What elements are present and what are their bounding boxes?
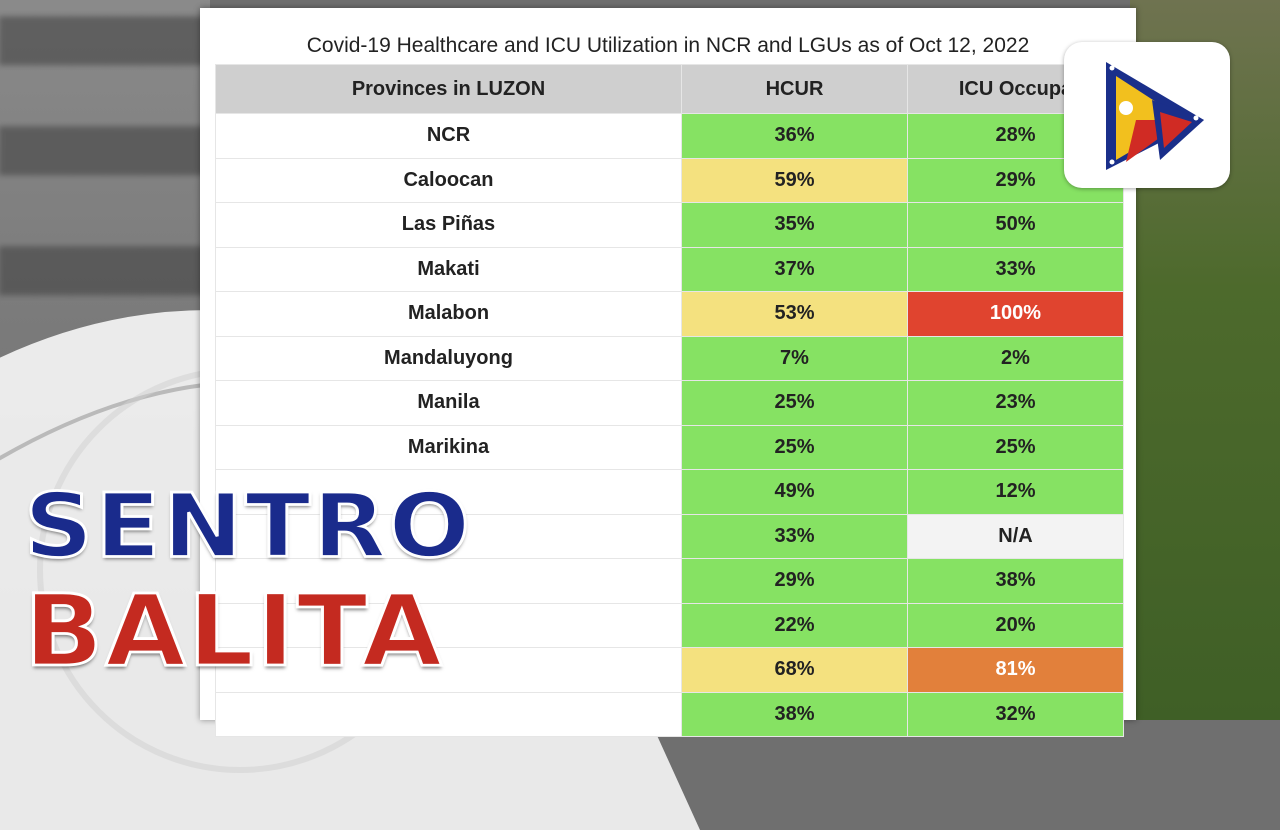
ptv-logo-icon: [1106, 62, 1204, 170]
province-cell: Caloocan: [215, 157, 682, 203]
icu-cell: 33%: [907, 246, 1124, 292]
hcur-cell: 22%: [681, 602, 908, 648]
province-cell: [215, 691, 682, 737]
table-row: NCR 36% 28%: [215, 113, 1124, 159]
hcur-cell: 29%: [681, 558, 908, 604]
icu-cell: 23%: [907, 380, 1124, 426]
show-title-line2: BALITA: [22, 572, 445, 691]
hcur-cell: 35%: [681, 202, 908, 248]
table-row: Caloocan 59% 29%: [215, 157, 1124, 203]
province-cell: Makati: [215, 246, 682, 292]
province-cell: [215, 469, 682, 515]
icu-cell: 2%: [907, 335, 1124, 381]
province-cell: Las Piñas: [215, 202, 682, 248]
province-cell: NCR: [215, 113, 682, 159]
hcur-cell: 49%: [681, 469, 908, 515]
table-row: 29% 38%: [215, 558, 1124, 604]
table-row: 33% N/A: [215, 513, 1124, 559]
province-cell: [215, 647, 682, 693]
hcur-cell: 36%: [681, 113, 908, 159]
icu-cell: 38%: [907, 558, 1124, 604]
table-row: Mandaluyong 7% 2%: [215, 335, 1124, 381]
table-row: Marikina 25% 25%: [215, 424, 1124, 470]
hcur-cell: 33%: [681, 513, 908, 559]
table-row: Manila 25% 23%: [215, 380, 1124, 426]
hcur-cell: 7%: [681, 335, 908, 381]
icu-cell: 100%: [907, 291, 1124, 337]
table-row: 49% 12%: [215, 469, 1124, 515]
header-provinces: Provinces in LUZON: [215, 64, 682, 114]
table-row: Makati 37% 33%: [215, 246, 1124, 292]
province-cell: Marikina: [215, 424, 682, 470]
province-cell: [215, 602, 682, 648]
table-row: 22% 20%: [215, 602, 1124, 648]
blurred-background-text: ▇▇▇▇▇▇: [0, 241, 213, 293]
hcur-cell: 59%: [681, 157, 908, 203]
province-cell: Manila: [215, 380, 682, 426]
icu-cell: 32%: [907, 691, 1124, 737]
show-title-line1: SENTRO: [22, 473, 473, 579]
table-header-row: Provinces in LUZON HCUR ICU Occupa: [215, 64, 1124, 114]
table-row: Las Piñas 35% 50%: [215, 202, 1124, 248]
hcur-cell: 25%: [681, 380, 908, 426]
province-cell: Mandaluyong: [215, 335, 682, 381]
data-panel: Covid-19 Healthcare and ICU Utilization …: [200, 8, 1136, 737]
page-title: Covid-19 Healthcare and ICU Utilization …: [306, 34, 1030, 57]
icu-cell: 20%: [907, 602, 1124, 648]
header-hcur: HCUR: [681, 64, 908, 114]
province-cell: [215, 558, 682, 604]
province-cell: [215, 513, 682, 559]
hcur-cell: 53%: [681, 291, 908, 337]
table-row: 68% 81%: [215, 647, 1124, 693]
table-row: Malabon 53% 100%: [215, 291, 1124, 337]
icu-cell: 81%: [907, 647, 1124, 693]
icu-cell: N/A: [907, 513, 1124, 559]
hcur-cell: 68%: [681, 647, 908, 693]
hcur-cell: 37%: [681, 246, 908, 292]
province-cell: Malabon: [215, 291, 682, 337]
icu-cell: 25%: [907, 424, 1124, 470]
hcur-cell: 25%: [681, 424, 908, 470]
hcur-cell: 38%: [681, 691, 908, 737]
icu-cell: 50%: [907, 202, 1124, 248]
channel-logo: [1064, 42, 1230, 188]
table-row: 38% 32%: [215, 691, 1124, 737]
icu-cell: 12%: [907, 469, 1124, 515]
utilization-table: Provinces in LUZON HCUR ICU Occupa NCR 36…: [215, 64, 1124, 737]
